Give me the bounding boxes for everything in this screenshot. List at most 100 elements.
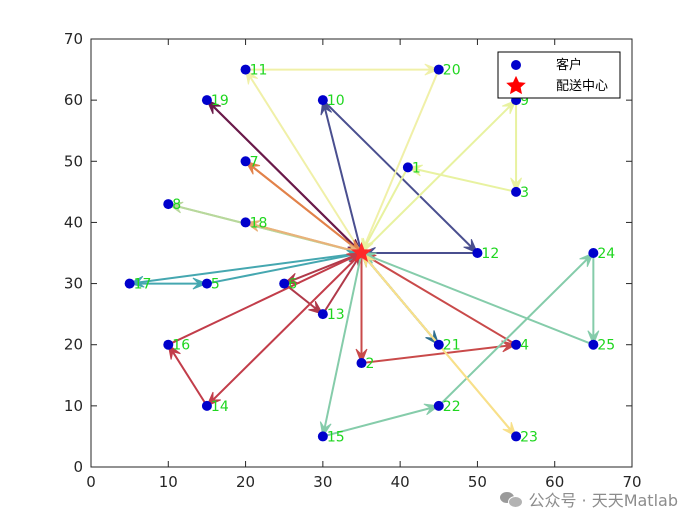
customer-label: 15: [327, 429, 345, 445]
customer-label: 14: [211, 399, 229, 415]
customer-point: [201, 95, 212, 106]
y-tick-label: 20: [64, 336, 83, 354]
route-edge: [360, 247, 478, 259]
legend: 客户 配送中心: [497, 51, 621, 99]
wechat-icon: [500, 490, 524, 508]
route-edge-line: [206, 99, 363, 254]
y-tick-label: 40: [64, 213, 83, 231]
route-edge-line: [361, 252, 594, 346]
route-edge: [360, 69, 440, 255]
x-tick-label: 10: [159, 473, 178, 491]
customer-point: [511, 431, 522, 442]
customer-label: 11: [250, 63, 268, 79]
x-tick-label: 50: [468, 473, 487, 491]
customer-label: 23: [520, 429, 538, 445]
customer-label: 4: [520, 338, 529, 354]
route-edge: [360, 166, 409, 255]
customer-label: 20: [443, 63, 461, 79]
route-edge: [406, 164, 517, 193]
legend-depot-label: 配送中心: [556, 79, 608, 94]
customer-label: 21: [443, 338, 461, 354]
y-tick-label: 30: [64, 275, 83, 293]
customer-points: [124, 64, 599, 442]
route-edge: [167, 343, 208, 407]
route-edge: [587, 253, 600, 347]
customer-point: [163, 199, 174, 210]
route-edge-line: [206, 252, 363, 407]
customer-label: 10: [327, 93, 345, 109]
route-edge-line: [245, 221, 362, 254]
depot-star: [350, 241, 373, 263]
x-tick-label: 40: [391, 473, 410, 491]
route-edge-line: [322, 99, 479, 254]
customer-point: [356, 358, 367, 369]
legend-customer-label: 客户: [556, 57, 582, 73]
customer-label: 19: [211, 93, 229, 109]
route-edge-line: [321, 252, 363, 437]
customer-label: 6: [288, 277, 297, 293]
customer-label: 22: [443, 399, 461, 415]
route-edge: [205, 252, 363, 407]
customer-point: [472, 248, 483, 258]
route-edge-line: [438, 252, 595, 407]
axes: 0 10 20 30 40 50 60 70 0 10 20 30 40 50 60 70: [64, 30, 642, 491]
legend-customer-marker: [511, 60, 521, 70]
x-tick-label: 0: [86, 473, 96, 491]
route-edge: [361, 340, 518, 365]
route-edge-line: [167, 344, 208, 407]
route-arrowhead: [587, 330, 600, 347]
customer-point: [201, 400, 212, 411]
route-edge: [320, 98, 363, 254]
customer-point: [317, 431, 328, 442]
customer-point: [163, 339, 174, 350]
customer-label: 9: [520, 93, 529, 109]
x-tick-label: 20: [236, 473, 255, 491]
customer-point: [240, 156, 251, 167]
customer-point: [433, 64, 444, 75]
customer-label: 5: [211, 277, 220, 293]
route-edge: [510, 100, 523, 194]
route-edge: [129, 277, 209, 290]
route-edge-line: [360, 252, 517, 346]
customer-point: [588, 248, 599, 258]
route-edge-line: [322, 404, 440, 438]
route-arrowhead: [355, 348, 368, 365]
customer-point: [588, 339, 599, 350]
route-arrowhead: [510, 177, 523, 194]
customer-point: [124, 278, 135, 289]
y-tick-label: 60: [64, 91, 83, 109]
y-tick-label: 50: [64, 152, 83, 170]
axes-box: [90, 38, 633, 468]
route-edge-line: [322, 252, 363, 315]
route-edge-line: [360, 166, 409, 254]
customer-label: 17: [134, 277, 152, 293]
customer-point: [511, 339, 522, 350]
customer-point: [433, 400, 444, 411]
x-tick-label: 60: [545, 473, 564, 491]
route-edge: [360, 99, 518, 254]
customer-label: 1: [412, 160, 421, 176]
route-edge-line: [167, 252, 362, 346]
customer-point: [201, 278, 212, 289]
route-edge-line: [206, 252, 362, 285]
route-edge-line: [129, 252, 362, 285]
y-tick-label: 70: [64, 30, 83, 48]
customer-label: 16: [172, 338, 190, 354]
route-edges: [128, 63, 600, 438]
customer-label: 8: [172, 197, 181, 213]
route-edge-line: [407, 166, 517, 193]
customer-point: [317, 309, 328, 320]
route-arrowhead: [192, 277, 209, 290]
x-tick-label: 70: [622, 473, 641, 491]
customer-label: 2: [366, 356, 375, 372]
watermark: 公众号 · 天天Matlab: [500, 487, 678, 511]
route-edge: [438, 252, 595, 407]
route-edge: [355, 253, 368, 365]
route-edge: [360, 252, 517, 346]
customer-point: [279, 278, 290, 289]
route-edge-line: [360, 69, 440, 254]
route-edge: [245, 63, 441, 76]
y-tick-label: 10: [64, 397, 83, 415]
customer-label: 24: [597, 246, 615, 262]
